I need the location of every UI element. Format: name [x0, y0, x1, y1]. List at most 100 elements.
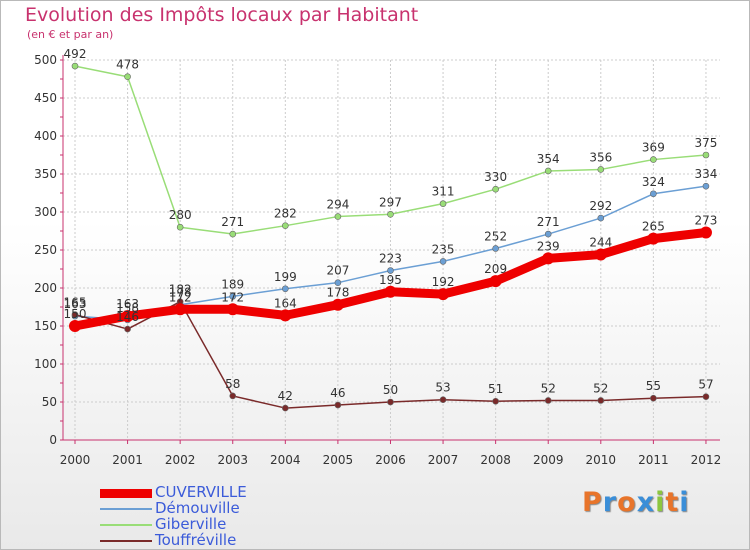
- data-point: [650, 190, 657, 198]
- data-label: 178: [326, 286, 349, 300]
- legend-label: Démouville: [155, 499, 240, 517]
- y-tick-label: 400: [34, 129, 57, 143]
- data-label: 165: [64, 296, 87, 310]
- data-point: [650, 394, 657, 402]
- data-label: 163: [64, 297, 87, 311]
- data-point: [702, 182, 710, 190]
- data-point: [544, 397, 552, 404]
- data-label: 163: [116, 297, 139, 311]
- data-point: [597, 214, 605, 222]
- data-point: [176, 223, 184, 231]
- data-point: [699, 226, 712, 239]
- data-label: 252: [484, 229, 507, 243]
- logo-letter: i: [679, 487, 690, 518]
- logo-letter: i: [655, 487, 666, 518]
- data-point: [334, 213, 342, 220]
- legend-swatch: [100, 508, 152, 510]
- data-point: [437, 288, 450, 301]
- data-point: [282, 222, 289, 229]
- data-point: [334, 401, 342, 409]
- data-label: 192: [432, 275, 455, 289]
- data-label: 324: [642, 175, 665, 189]
- data-point: [489, 275, 502, 288]
- data-label: 55: [646, 379, 661, 393]
- data-label: 334: [695, 167, 718, 181]
- x-tick-label: 2008: [480, 453, 511, 467]
- legend: CUVERVILLE Démouville Giberville Touffrévil…: [100, 483, 300, 549]
- data-point: [544, 167, 552, 175]
- data-point: [174, 303, 187, 316]
- data-label: 239: [537, 239, 560, 253]
- data-label: 209: [484, 262, 507, 276]
- data-point: [279, 309, 292, 322]
- data-point: [597, 166, 605, 173]
- data-label: 58: [225, 377, 240, 391]
- data-point: [542, 252, 555, 265]
- logo-letter: t: [665, 487, 680, 518]
- data-point: [647, 232, 660, 245]
- data-point: [492, 185, 499, 193]
- logo-letter: P: [582, 487, 603, 518]
- data-label: 297: [379, 195, 402, 209]
- x-tick-label: 2011: [638, 453, 669, 467]
- data-point: [124, 325, 131, 333]
- data-label: 271: [221, 215, 244, 229]
- y-tick-label: 250: [34, 243, 57, 257]
- data-point: [71, 311, 79, 318]
- data-label: 51: [488, 382, 503, 396]
- data-label: 189: [221, 277, 244, 291]
- data-point: [597, 397, 605, 404]
- data-label: 150: [64, 307, 87, 321]
- data-label: 42: [278, 389, 293, 403]
- data-label: 273: [695, 214, 718, 228]
- legend-swatch: [100, 524, 152, 526]
- data-point: [439, 200, 447, 207]
- legend-item: CUVERVILLE: [100, 483, 300, 501]
- data-label: 53: [435, 381, 450, 395]
- data-point: [331, 298, 344, 311]
- y-tick-label: 150: [34, 319, 57, 333]
- data-point: [334, 279, 342, 286]
- data-label: 164: [274, 296, 297, 310]
- logo-letter: x: [636, 487, 656, 518]
- x-tick-label: 2001: [112, 453, 143, 467]
- data-point: [387, 210, 394, 218]
- data-point: [384, 285, 397, 298]
- x-tick-label: 2002: [165, 453, 196, 467]
- legend-item: Touffréville: [100, 531, 300, 549]
- data-point: [282, 404, 289, 412]
- data-label: 195: [379, 273, 402, 287]
- data-label: 50: [383, 383, 398, 397]
- y-tick-label: 300: [34, 205, 57, 219]
- logo-letter: o: [617, 487, 637, 518]
- data-point: [387, 398, 394, 406]
- data-label: 311: [432, 185, 455, 199]
- data-label: 207: [326, 264, 349, 278]
- proxiti-logo: Proxiti: [582, 487, 690, 518]
- legend-swatch: [100, 488, 152, 498]
- data-label: 271: [537, 215, 560, 229]
- y-tick-label: 50: [42, 395, 57, 409]
- x-tick-label: 2003: [217, 453, 248, 467]
- data-label: 46: [330, 386, 345, 400]
- legend-item: Démouville: [100, 499, 300, 517]
- data-label: 244: [589, 236, 612, 250]
- data-point: [229, 392, 237, 400]
- data-label: 57: [698, 378, 713, 392]
- data-point: [229, 293, 237, 300]
- legend-label: CUVERVILLE: [155, 483, 247, 501]
- logo-letter: r: [602, 487, 618, 518]
- data-label: 375: [695, 136, 718, 150]
- x-tick-label: 2005: [323, 453, 354, 467]
- data-point: [492, 397, 499, 405]
- data-point: [702, 151, 710, 159]
- y-tick-label: 500: [34, 53, 57, 67]
- series-layer: [69, 62, 712, 412]
- data-label: 478: [116, 58, 139, 72]
- x-tick-label: 2006: [375, 453, 406, 467]
- data-point: [229, 230, 237, 238]
- data-label: 492: [64, 47, 87, 61]
- data-point: [439, 258, 447, 265]
